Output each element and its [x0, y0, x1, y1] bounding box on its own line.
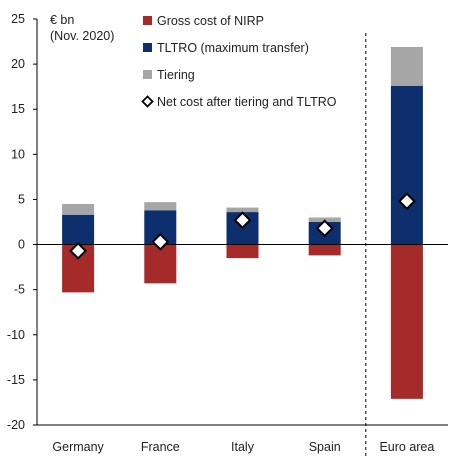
diamond-france — [151, 232, 170, 251]
y-tick-label: 20 — [11, 57, 25, 71]
markers — [69, 192, 416, 260]
y-tick-label: -10 — [7, 328, 25, 342]
x-tick-label: Euro area — [379, 440, 434, 454]
y-tick-label: 5 — [18, 192, 25, 206]
legend-swatch-gross-cost-of-nirp — [143, 16, 152, 25]
x-tick-label: Spain — [309, 440, 341, 454]
legend-label-tiering: Tiering — [157, 68, 195, 82]
y-tick-label: 0 — [18, 238, 25, 252]
legend-label-net-cost-after-tiering-and-tltro: Net cost after tiering and TLTRO — [157, 95, 337, 109]
y-tick-label: 10 — [11, 147, 25, 161]
diamond-spain — [315, 219, 334, 238]
legend-swatch-tiering — [143, 70, 152, 79]
legend-swatch-tltro-maximum-transfer — [143, 43, 152, 52]
diamond-italy — [233, 211, 252, 230]
x-axis: Germany France Italy Spain Euro area — [37, 33, 448, 458]
legend: Gross cost of NIRP TLTRO (maximum transfe… — [141, 14, 337, 109]
x-tick-label: Italy — [231, 440, 255, 454]
bar-gross-cost-of-nirp-italy — [226, 244, 259, 259]
bar-tltro-maximum-transfer-euro-area — [390, 85, 423, 245]
bar-tiering-euro-area — [390, 46, 423, 86]
bar-tiering-france — [144, 202, 177, 211]
bar-tiering-germany — [62, 203, 95, 215]
unit-label-line: € bn — [50, 13, 74, 27]
x-tick-label: France — [141, 440, 180, 454]
y-tick-label: -15 — [7, 373, 25, 387]
diamond-euro-area — [397, 192, 416, 211]
unit-label: € bn (Nov. 2020) — [50, 13, 114, 43]
bar-tltro-maximum-transfer-germany — [62, 214, 95, 245]
y-tick-label: 15 — [11, 102, 25, 116]
y-tick-label: 25 — [11, 12, 25, 26]
bar-gross-cost-of-nirp-euro-area — [390, 244, 423, 399]
legend-label-tltro-maximum-transfer: TLTRO (maximum transfer) — [157, 41, 309, 55]
bar-tiering-italy — [226, 207, 259, 213]
y-tick-label: -5 — [14, 283, 25, 297]
y-axis: 25 20 15 10 5 0 -5 -10 -15 -20 — [7, 12, 38, 432]
legend-label-gross-cost-of-nirp: Gross cost of NIRP — [157, 14, 264, 28]
bar-gross-cost-of-nirp-spain — [308, 244, 341, 256]
y-tick-label: -20 — [7, 418, 25, 432]
diamond-germany — [69, 241, 88, 260]
x-tick-label: Germany — [52, 440, 104, 454]
bar-gross-cost-of-nirp-france — [144, 244, 177, 284]
legend-swatch-net-cost-after-tiering-and-tltro — [141, 95, 154, 108]
unit-label-line: (Nov. 2020) — [50, 29, 114, 43]
